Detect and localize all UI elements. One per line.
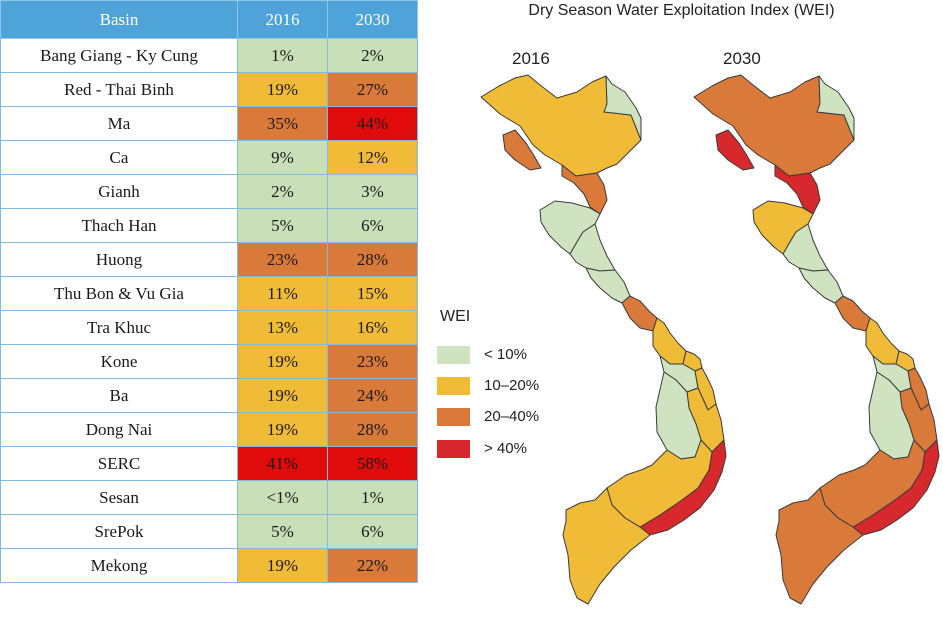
wei-2030-cell: 6% xyxy=(327,208,418,243)
wei-basin-table: Basin 2016 2030 Bang Giang - Ky Cung 1% 2%… xyxy=(0,0,418,583)
legend-label: 10–20% xyxy=(484,377,540,394)
map-2030-region-huong xyxy=(834,295,871,332)
table-row: Ba 19% 24% xyxy=(0,378,418,413)
map-2016-region-dong-nai xyxy=(606,439,713,528)
map-2030-region-mekong xyxy=(775,487,864,605)
wei-2030-cell: 6% xyxy=(327,514,418,549)
wei-2016-cell: 9% xyxy=(237,140,328,175)
basin-name-cell: Kone xyxy=(0,344,238,379)
legend-title: WEI xyxy=(440,308,471,325)
wei-2016-cell: 19% xyxy=(237,412,328,447)
map-2016-region-mekong xyxy=(562,487,651,605)
basin-name-cell: Mekong xyxy=(0,548,238,583)
basin-name-cell: Thu Bon & Vu Gia xyxy=(0,276,238,311)
legend-label: 20–40% xyxy=(484,408,540,425)
wei-2016-cell: 19% xyxy=(237,344,328,379)
wei-2030-cell: 3% xyxy=(327,174,418,209)
basin-name-cell: Huong xyxy=(0,242,238,277)
map-2030-region-thach-han xyxy=(798,267,844,304)
wei-2016-cell: 35% xyxy=(237,106,328,141)
basin-name-cell: Red - Thai Binh xyxy=(0,72,238,107)
wei-2016-cell: <1% xyxy=(237,480,328,515)
table-row: Dong Nai 19% 28% xyxy=(0,412,418,447)
wei-2016-cell: 1% xyxy=(237,38,328,73)
wei-2016-cell: 11% xyxy=(237,276,328,311)
wei-2030-cell: 16% xyxy=(327,310,418,345)
wei-2030-cell: 15% xyxy=(327,276,418,311)
map-2030-region-gianh xyxy=(782,223,829,272)
wei-2030-cell: 27% xyxy=(327,72,418,107)
map-2030-region-north-ne xyxy=(816,75,855,141)
table-row: SrePok 5% 6% xyxy=(0,514,418,549)
year-label-2030: 2030 xyxy=(723,49,761,68)
wei-2030-cell: 12% xyxy=(327,140,418,175)
table-body: Bang Giang - Ky Cung 1% 2% Red - Thai Binh 1… xyxy=(0,38,418,583)
map-2016-region-huong xyxy=(621,295,658,332)
legend-swatch xyxy=(437,440,470,458)
basin-name-cell: Ma xyxy=(0,106,238,141)
table-row: Thu Bon & Vu Gia 11% 15% xyxy=(0,276,418,311)
table-row: Thach Han 5% 6% xyxy=(0,208,418,243)
wei-2030-cell: 22% xyxy=(327,548,418,583)
wei-2016-cell: 19% xyxy=(237,378,328,413)
wei-2016-cell: 19% xyxy=(237,72,328,107)
wei-2016-cell: 41% xyxy=(237,446,328,481)
wei-2016-cell: 19% xyxy=(237,548,328,583)
map-2016 xyxy=(480,74,727,605)
legend-swatch xyxy=(437,408,470,426)
basin-name-cell: SrePok xyxy=(0,514,238,549)
map-2016-region-north-west xyxy=(502,129,542,171)
legend-label: < 10% xyxy=(484,346,527,363)
wei-2016-cell: 5% xyxy=(237,514,328,549)
table-row: Mekong 19% 22% xyxy=(0,548,418,583)
table-row: Red - Thai Binh 19% 27% xyxy=(0,72,418,107)
map-title: Dry Season Water Exploitation Index (WEI… xyxy=(528,2,835,19)
wei-2016-cell: 23% xyxy=(237,242,328,277)
map-2030 xyxy=(693,74,940,605)
table-row: Kone 19% 23% xyxy=(0,344,418,379)
table-row: Bang Giang - Ky Cung 1% 2% xyxy=(0,38,418,73)
wei-2030-cell: 2% xyxy=(327,38,418,73)
map-2030-region-thu-bon xyxy=(865,317,900,365)
map-2030-region-dong-nai xyxy=(819,439,926,528)
basin-name-cell: Ca xyxy=(0,140,238,175)
basin-name-cell: Bang Giang - Ky Cung xyxy=(0,38,238,73)
wei-2016-cell: 13% xyxy=(237,310,328,345)
wei-2016-cell: 5% xyxy=(237,208,328,243)
legend-label: > 40% xyxy=(484,440,527,457)
map-2016-region-north-ne xyxy=(603,75,642,141)
table-row: Ma 35% 44% xyxy=(0,106,418,141)
map-2030-region-north-west xyxy=(715,129,755,171)
map-2016-region-gianh xyxy=(569,223,616,272)
basin-name-cell: Dong Nai xyxy=(0,412,238,447)
basin-name-cell: Thach Han xyxy=(0,208,238,243)
year-label-2016: 2016 xyxy=(512,49,550,68)
wei-2030-cell: 28% xyxy=(327,242,418,277)
legend-swatch xyxy=(437,377,470,395)
wei-2030-cell: 58% xyxy=(327,446,418,481)
table-row: Ca 9% 12% xyxy=(0,140,418,175)
table-row: SERC 41% 58% xyxy=(0,446,418,481)
wei-2030-cell: 23% xyxy=(327,344,418,379)
wei-2030-cell: 1% xyxy=(327,480,418,515)
map-2016-region-thu-bon xyxy=(652,317,687,365)
map-2016-region-thach-han xyxy=(585,267,631,304)
basin-name-cell: Ba xyxy=(0,378,238,413)
legend-swatch xyxy=(437,346,470,364)
header-basin: Basin xyxy=(0,0,238,39)
basin-name-cell: Gianh xyxy=(0,174,238,209)
table-header-row: Basin 2016 2030 xyxy=(0,0,418,39)
table-row: Huong 23% 28% xyxy=(0,242,418,277)
table-row: Gianh 2% 3% xyxy=(0,174,418,209)
